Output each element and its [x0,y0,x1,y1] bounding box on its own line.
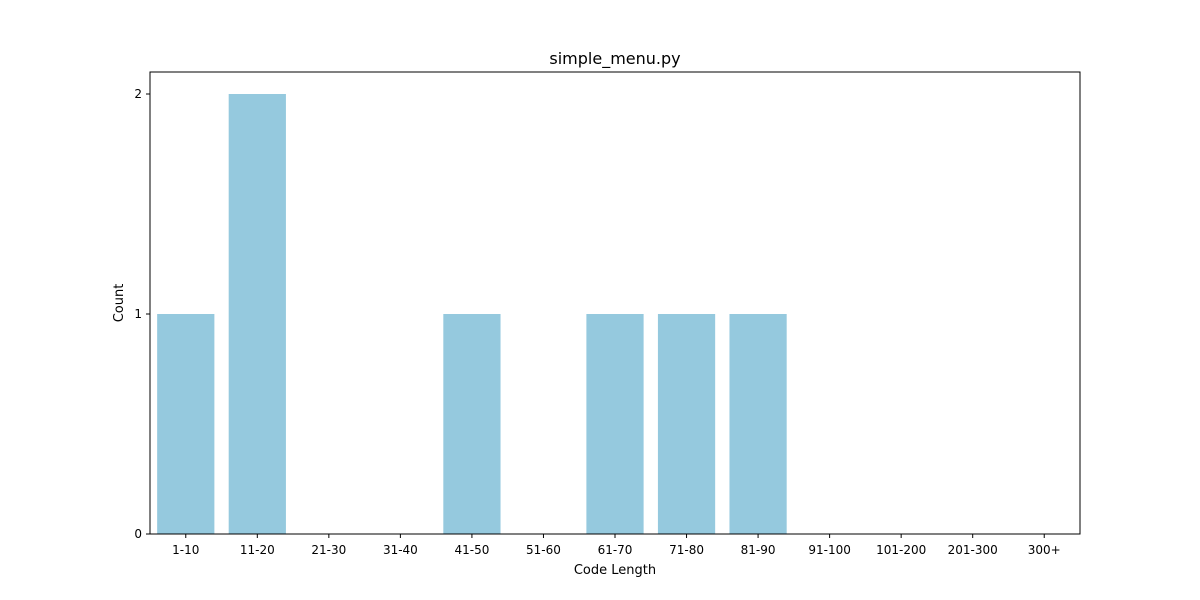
x-tick-label: 91-100 [808,543,851,557]
bar-11-20 [228,94,286,534]
bar-41-50 [443,314,501,534]
y-tick-label: 0 [134,527,142,541]
x-axis-label: Code Length [574,563,656,578]
x-tick-label: 51-60 [526,543,561,557]
y-axis: 0 1 2 [134,87,150,541]
x-tick-label: 81-90 [741,543,776,557]
x-tick-label: 300+ [1028,543,1061,557]
bar-1-10 [157,314,215,534]
chart-title: simple_menu.py [549,49,680,69]
bar-81-90 [729,314,787,534]
x-tick-label: 101-200 [876,543,926,557]
x-tick-label: 11-20 [240,543,275,557]
y-tick-label: 2 [134,87,142,101]
x-tick-label: 41-50 [454,543,489,557]
x-tick-label: 201-300 [948,543,998,557]
x-axis: 1-10 11-20 21-30 31-40 41-50 51-60 61-70 71-80 8… [172,534,1061,557]
x-tick-label: 61-70 [598,543,633,557]
y-axis-label: Count [112,284,127,323]
x-tick-label: 1-10 [172,543,199,557]
y-tick-label: 1 [134,307,142,321]
bar-61-70 [586,314,644,534]
x-tick-label: 31-40 [383,543,418,557]
bar-71-80 [657,314,716,534]
x-tick-label: 71-80 [669,543,704,557]
x-tick-label: 21-30 [311,543,346,557]
bars-group [157,94,787,534]
